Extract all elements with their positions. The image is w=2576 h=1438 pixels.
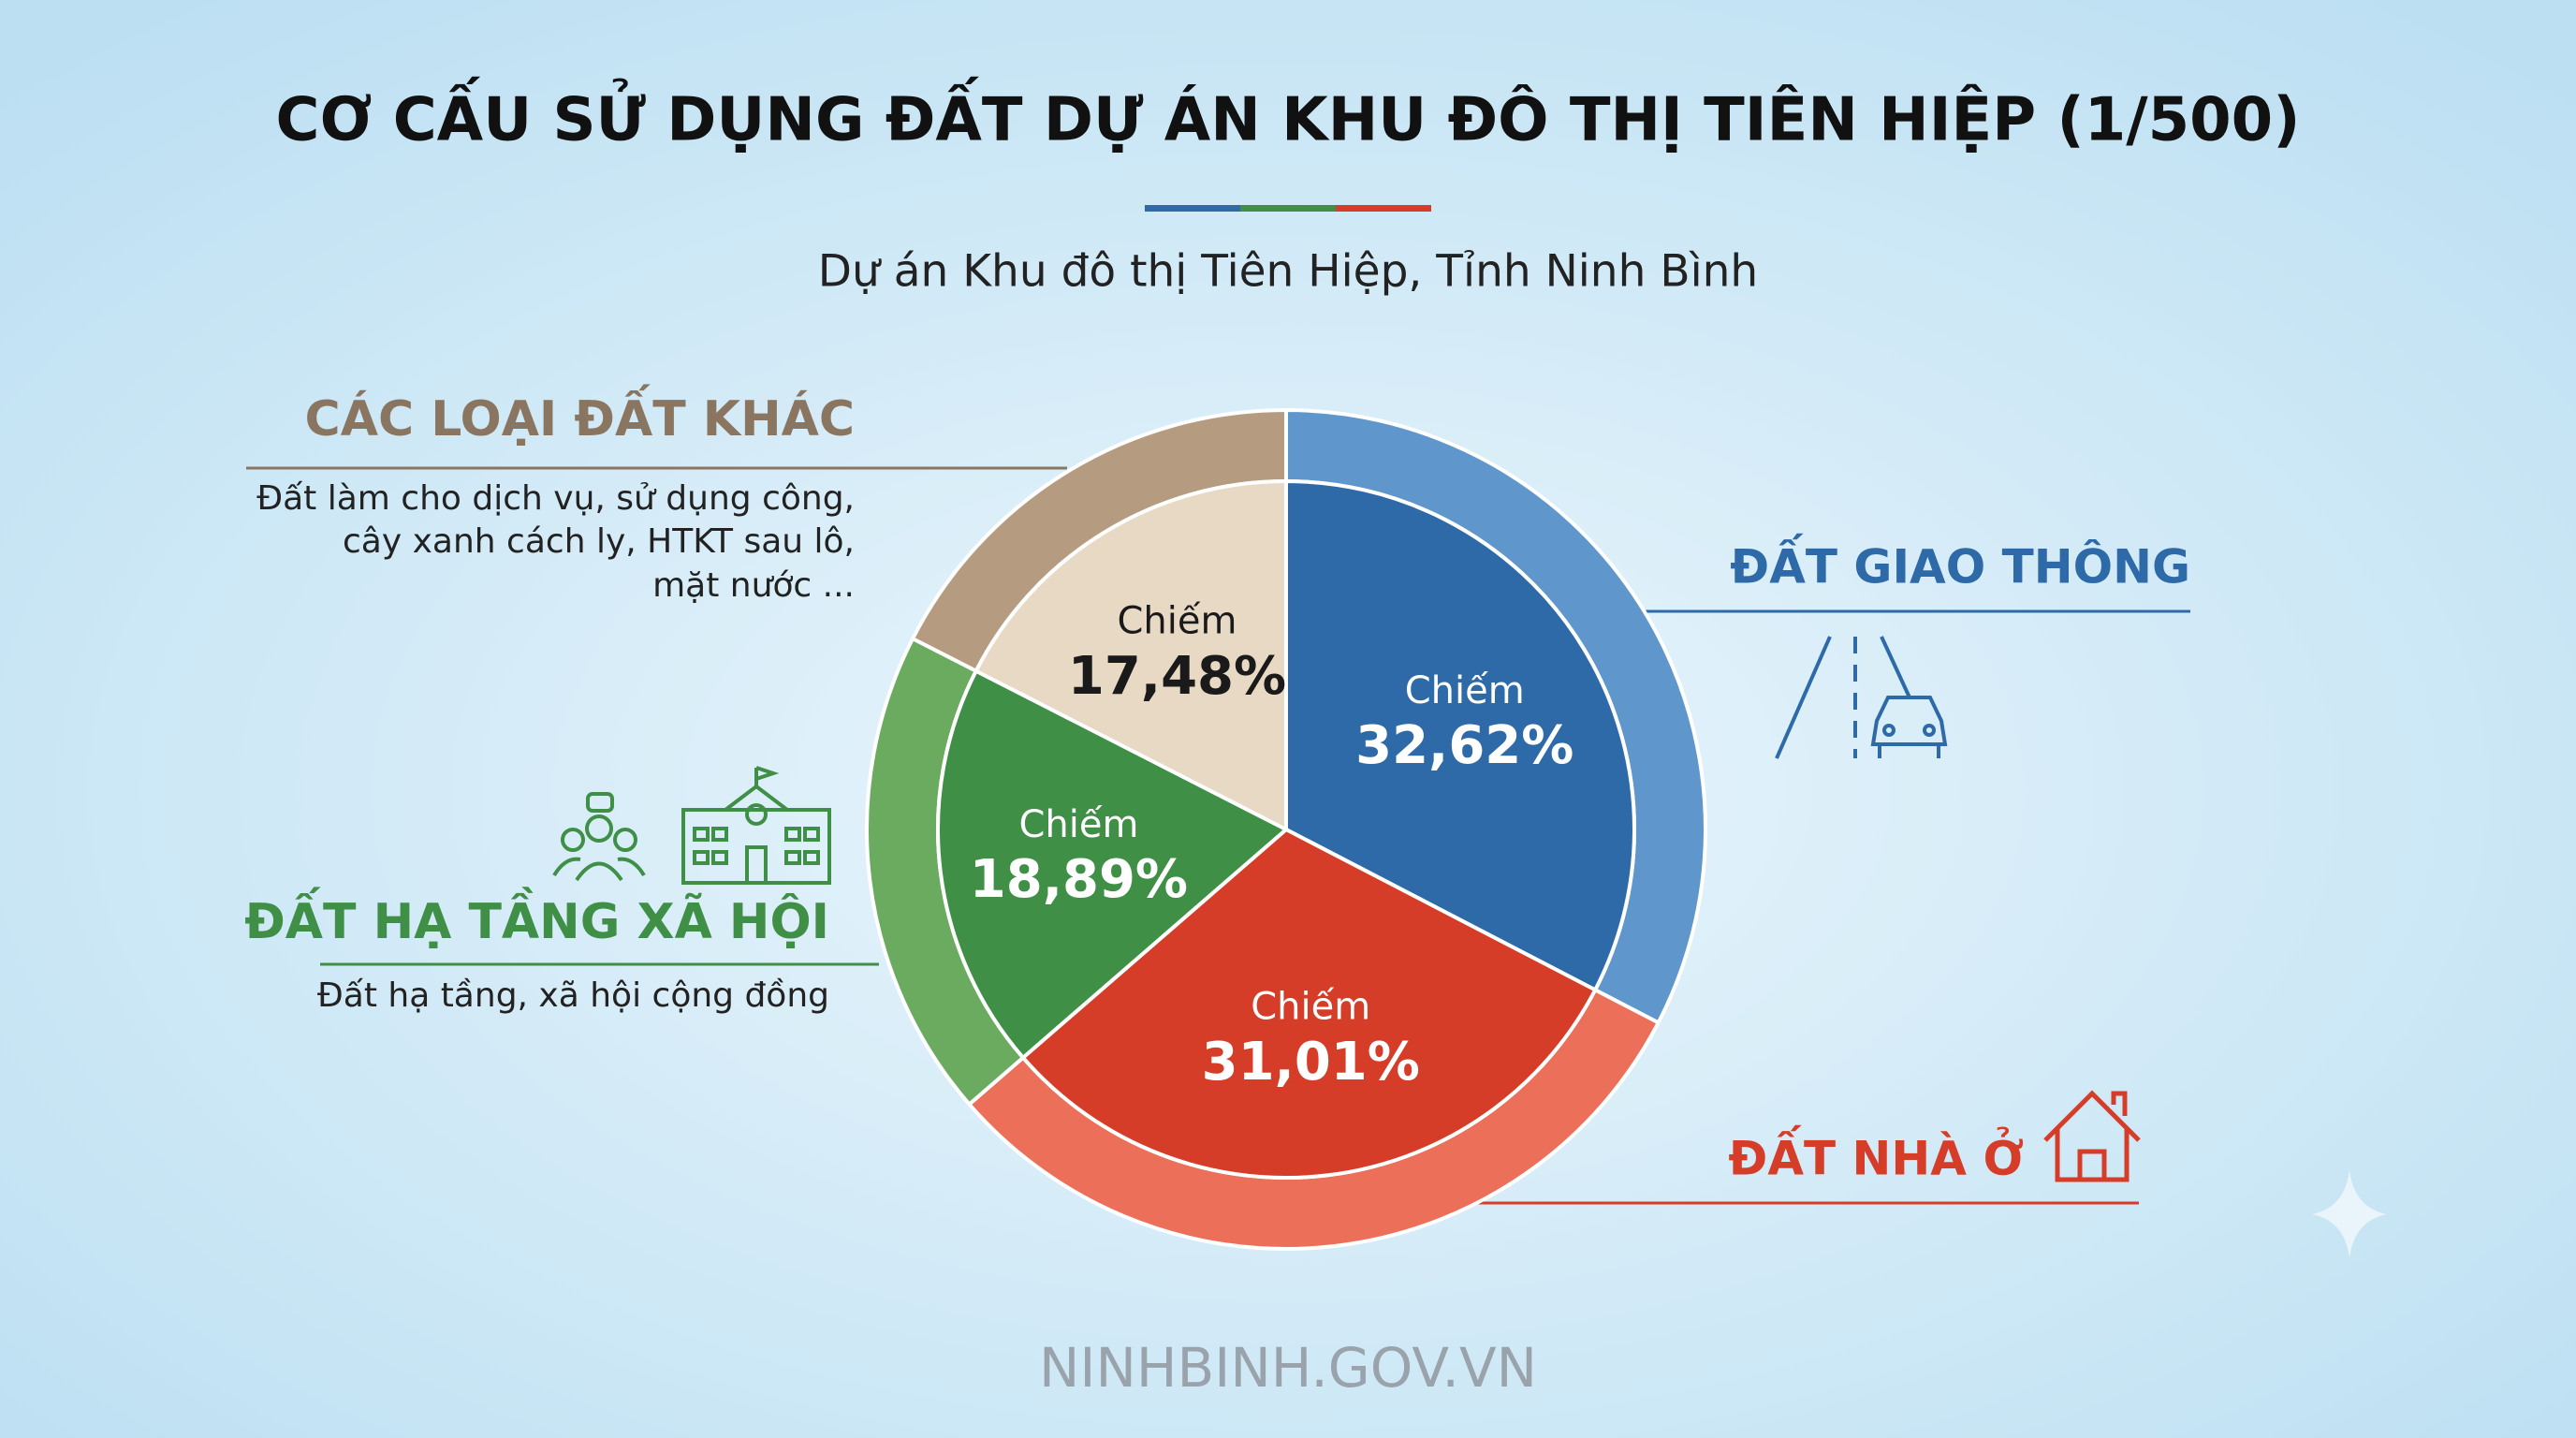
slice <box>1020 827 1598 1180</box>
description: cây xanh cách ly, HTKT sau lô, <box>343 522 855 561</box>
category-label: CÁC LOẠI ĐẤT KHÁC <box>305 384 855 448</box>
community-icon <box>552 792 646 882</box>
value-label: 31,01% <box>1202 1032 1420 1093</box>
value-prefix: Chiếm <box>1405 669 1525 712</box>
title-rule <box>1145 205 1431 212</box>
description: Đất làm cho dịch vụ, sử dụng công, <box>256 479 855 518</box>
description: Đất hạ tầng, xã hội cộng đồng <box>317 976 829 1015</box>
value-prefix: Chiếm <box>1251 986 1370 1029</box>
category-label: ĐẤT GIAO THÔNG <box>1730 534 2190 594</box>
category-label: ĐẤT NHÀ Ở <box>1728 1125 2024 1186</box>
value-label: 32,62% <box>1355 715 1573 776</box>
chart-title: CƠ CẤU SỬ DỤNG ĐẤT DỰ ÁN KHU ĐÔ THỊ TIÊN… <box>276 77 2301 155</box>
value-prefix: Chiếm <box>1118 600 1237 643</box>
road-icon <box>1775 636 1948 759</box>
school-icon <box>681 766 831 885</box>
slice <box>973 478 1288 833</box>
house-icon <box>2043 1090 2141 1182</box>
chart-subtitle: Dự án Khu đô thị Tiên Hiệp, Tỉnh Ninh Bì… <box>818 246 1758 298</box>
pie: Chiếm32,62%Chiếm31,01%Chiếm18,89%Chiếm17… <box>865 407 1707 1252</box>
sparkle <box>2312 1170 2387 1258</box>
slice <box>936 668 1290 1061</box>
description: mặt nước ... <box>652 566 855 605</box>
value-label: 18,89% <box>970 849 1188 910</box>
value-label: 17,48% <box>1068 646 1286 707</box>
category-label: ĐẤT HẠ TẦNG XÃ HỘI <box>244 887 829 950</box>
value-prefix: Chiếm <box>1018 803 1138 846</box>
source: NINHBINH.GOV.VN <box>1039 1336 1537 1400</box>
slice <box>1284 478 1636 993</box>
